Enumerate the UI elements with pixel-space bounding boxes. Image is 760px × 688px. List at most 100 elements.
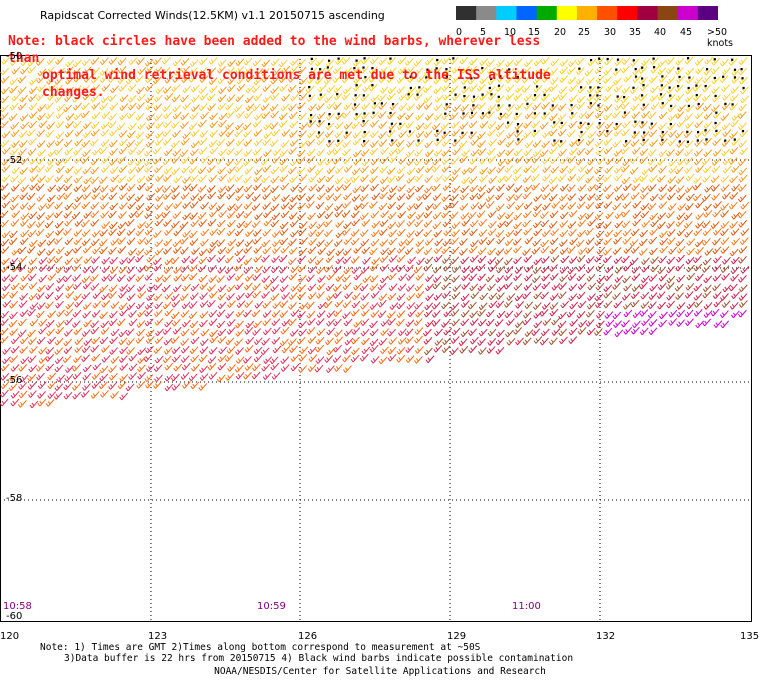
contamination-marker <box>740 68 743 71</box>
wind-barb <box>650 57 659 65</box>
wind-barb <box>450 193 459 202</box>
wind-barb <box>20 157 29 165</box>
contamination-marker <box>571 112 574 115</box>
wind-barb <box>82 149 91 158</box>
wind-barb <box>109 256 119 265</box>
wind-barb <box>299 122 309 130</box>
wind-barb <box>567 59 577 67</box>
wind-barb <box>658 201 668 209</box>
wind-barb <box>702 318 712 327</box>
contamination-marker <box>642 103 645 106</box>
wind-barb <box>82 310 92 319</box>
wind-barb <box>288 292 298 300</box>
wind-barb <box>254 68 264 76</box>
wind-barb <box>477 338 486 346</box>
wind-barb <box>359 174 369 183</box>
wind-barb <box>252 120 262 128</box>
wind-barb <box>620 65 630 74</box>
contamination-marker <box>633 131 636 134</box>
wind-barb <box>731 183 740 192</box>
wind-barb <box>28 390 37 398</box>
wind-barb <box>189 320 199 329</box>
wind-barb <box>334 299 344 308</box>
wind-barb <box>370 229 380 238</box>
wind-barb <box>101 274 111 282</box>
wind-barb <box>576 264 586 272</box>
wind-barb <box>413 318 423 327</box>
wind-barb <box>73 327 83 336</box>
wind-barb <box>405 355 415 363</box>
legend-swatch <box>456 6 477 20</box>
wind-barb <box>272 67 281 76</box>
wind-barb <box>308 354 318 362</box>
wind-barb <box>712 209 722 218</box>
wind-barb <box>189 59 199 67</box>
wind-barb <box>47 310 56 319</box>
wind-barb <box>245 336 255 345</box>
wind-barb <box>45 363 54 372</box>
wind-barb <box>731 237 741 246</box>
wind-barb <box>479 174 488 183</box>
wind-barb <box>154 374 163 383</box>
wind-barb <box>676 212 686 221</box>
wind-barb <box>208 209 218 218</box>
wind-barb <box>226 319 236 327</box>
wind-barb <box>533 320 543 329</box>
wind-barb <box>10 336 20 345</box>
wind-barb <box>91 336 101 345</box>
wind-barb <box>584 111 594 119</box>
wind-barb <box>45 102 54 110</box>
wind-barb <box>414 184 424 193</box>
wind-barb <box>299 302 309 310</box>
wind-barb <box>703 121 713 129</box>
contamination-marker <box>363 130 366 134</box>
wind-barb <box>461 167 471 175</box>
wind-barb <box>180 338 190 346</box>
wind-barb <box>100 210 109 219</box>
wind-barb <box>109 102 119 111</box>
wind-barb <box>308 67 318 76</box>
wind-barb <box>648 174 658 183</box>
wind-barb <box>497 137 507 146</box>
wind-barb <box>109 148 118 156</box>
wind-barb <box>343 266 353 275</box>
wind-barb <box>207 67 217 76</box>
wind-barb <box>710 175 720 184</box>
wind-barb <box>423 247 433 256</box>
wind-barb <box>387 175 397 184</box>
wind-barb <box>703 275 713 284</box>
wind-barb <box>513 148 523 157</box>
wind-barb <box>449 200 459 209</box>
wind-barb <box>487 283 496 291</box>
contamination-marker <box>632 59 635 62</box>
footnotes: Note: 1) Times are GMT 2)Times along bot… <box>40 642 573 664</box>
wind-barb <box>90 157 100 166</box>
wind-barb <box>74 138 83 147</box>
wind-barb <box>80 390 90 398</box>
wind-barb <box>524 301 534 309</box>
wind-barb <box>296 59 306 67</box>
wind-barb <box>443 309 453 318</box>
wind-barb <box>567 76 577 85</box>
wind-barb <box>433 103 443 112</box>
wind-barb <box>648 274 658 282</box>
wind-barb <box>614 156 624 164</box>
wind-barb <box>145 75 155 84</box>
wind-barb <box>262 310 272 318</box>
contamination-marker <box>326 66 329 69</box>
wind-barb <box>666 76 676 85</box>
wind-barb <box>9 230 18 239</box>
wind-barb <box>396 255 406 263</box>
wind-barb <box>711 165 721 173</box>
wind-barb <box>296 336 306 345</box>
wind-barb <box>19 66 29 75</box>
wind-barb <box>452 265 461 273</box>
wind-barb <box>146 193 155 201</box>
wind-barb <box>270 219 280 228</box>
map-border <box>0 55 752 622</box>
wind-barb <box>487 92 497 101</box>
wind-barb <box>297 202 307 211</box>
wind-barb <box>550 156 559 165</box>
wind-barb <box>126 174 136 183</box>
wind-barb <box>639 327 649 336</box>
